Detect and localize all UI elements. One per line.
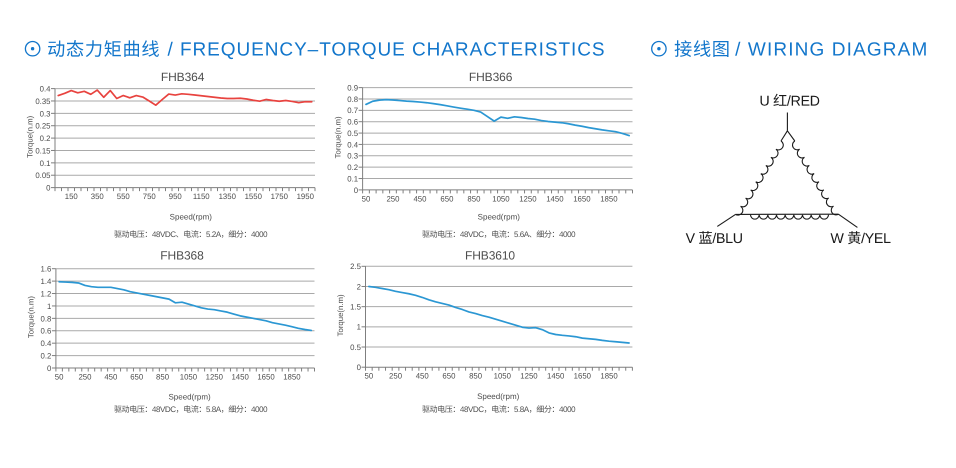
- svg-text:1850: 1850: [600, 372, 618, 381]
- svg-text:1650: 1650: [573, 194, 591, 203]
- svg-text:0.1: 0.1: [40, 159, 51, 168]
- svg-text:1050: 1050: [492, 194, 510, 203]
- svg-text:0.15: 0.15: [35, 146, 51, 155]
- svg-text:1.4: 1.4: [41, 277, 53, 286]
- svg-text:150: 150: [65, 192, 79, 201]
- svg-text:1650: 1650: [257, 373, 275, 382]
- svg-text:1350: 1350: [219, 192, 237, 201]
- svg-text:250: 250: [386, 194, 400, 203]
- svg-text:0.2: 0.2: [347, 163, 358, 172]
- svg-text:0: 0: [357, 363, 362, 372]
- svg-text:Torque(n.m): Torque(n.m): [333, 116, 342, 158]
- svg-text:650: 650: [440, 194, 454, 203]
- svg-text:Speed(rpm): Speed(rpm): [170, 213, 213, 222]
- svg-text:0: 0: [47, 364, 52, 373]
- svg-text:1450: 1450: [231, 373, 249, 382]
- svg-text:50: 50: [55, 373, 64, 382]
- svg-text:1: 1: [357, 323, 361, 332]
- svg-text:950: 950: [169, 192, 183, 201]
- svg-text:1150: 1150: [193, 192, 210, 201]
- svg-text:1050: 1050: [494, 372, 512, 381]
- svg-text:1050: 1050: [180, 373, 198, 382]
- svg-text:650: 650: [442, 372, 456, 381]
- svg-text:1450: 1450: [547, 372, 565, 381]
- svg-text:550: 550: [117, 192, 131, 201]
- svg-text:Speed(rpm): Speed(rpm): [478, 213, 521, 222]
- svg-text:1.6: 1.6: [41, 265, 52, 274]
- svg-text:0.8: 0.8: [41, 314, 52, 323]
- svg-text:1.2: 1.2: [41, 289, 52, 298]
- svg-text:850: 850: [467, 194, 481, 203]
- svg-text:450: 450: [416, 372, 430, 381]
- svg-text:0.3: 0.3: [40, 109, 51, 118]
- svg-text:Torque(n.m): Torque(n.m): [336, 294, 345, 336]
- svg-text:0.25: 0.25: [35, 122, 51, 131]
- svg-text:50: 50: [362, 194, 371, 203]
- svg-text:2: 2: [357, 282, 361, 291]
- svg-text:1250: 1250: [520, 372, 538, 381]
- svg-text:0: 0: [354, 186, 359, 195]
- svg-text:FHB364: FHB364: [161, 70, 205, 84]
- svg-text:250: 250: [78, 373, 92, 382]
- svg-text:350: 350: [91, 192, 105, 201]
- svg-text:Torque(n.m): Torque(n.m): [27, 296, 36, 338]
- svg-text:850: 850: [469, 372, 483, 381]
- svg-text:1: 1: [47, 302, 51, 311]
- svg-text:450: 450: [104, 373, 118, 382]
- svg-text:1950: 1950: [297, 192, 315, 201]
- svg-text:Torque(n.m): Torque(n.m): [26, 115, 35, 157]
- svg-text:0.6: 0.6: [41, 327, 52, 336]
- svg-text:750: 750: [143, 192, 157, 201]
- svg-text:FHB366: FHB366: [469, 70, 513, 84]
- svg-text:/ WIRING DIAGRAM: / WIRING DIAGRAM: [735, 40, 928, 61]
- svg-text:0: 0: [46, 184, 51, 193]
- svg-text:Speed(rpm): Speed(rpm): [168, 393, 211, 402]
- svg-text:450: 450: [413, 194, 427, 203]
- svg-text:0.5: 0.5: [350, 343, 362, 352]
- svg-text:0.1: 0.1: [347, 174, 358, 183]
- svg-text:1250: 1250: [206, 373, 224, 382]
- svg-text:0.4: 0.4: [40, 85, 52, 94]
- svg-text:0.2: 0.2: [40, 134, 51, 143]
- svg-text:1750: 1750: [271, 192, 289, 201]
- svg-text:650: 650: [130, 373, 144, 382]
- svg-text:0.5: 0.5: [347, 129, 359, 138]
- svg-text:0.8: 0.8: [347, 95, 358, 104]
- svg-text:Speed(rpm): Speed(rpm): [477, 392, 520, 401]
- svg-text:FHB368: FHB368: [160, 249, 204, 263]
- svg-text:850: 850: [156, 373, 170, 382]
- svg-text:1850: 1850: [283, 373, 301, 382]
- svg-text:1.5: 1.5: [350, 303, 362, 312]
- svg-text:1550: 1550: [245, 192, 263, 201]
- svg-text:1850: 1850: [600, 194, 618, 203]
- svg-text:1650: 1650: [574, 372, 592, 381]
- svg-text:/ FREQUENCY–TORQUE CHARACTERIS: / FREQUENCY–TORQUE CHARACTERISTICS: [168, 40, 606, 61]
- svg-text:250: 250: [389, 372, 403, 381]
- svg-text:FHB3610: FHB3610: [465, 249, 515, 263]
- svg-text:0.9: 0.9: [347, 84, 358, 93]
- svg-text:0.4: 0.4: [41, 339, 53, 348]
- svg-text:0.6: 0.6: [347, 118, 358, 127]
- svg-text:50: 50: [364, 372, 373, 381]
- svg-text:0.2: 0.2: [41, 351, 52, 360]
- svg-text:1250: 1250: [519, 194, 537, 203]
- svg-text:2.5: 2.5: [350, 262, 362, 271]
- svg-text:0.05: 0.05: [35, 171, 51, 180]
- svg-text:0.7: 0.7: [347, 106, 358, 115]
- svg-text:0.4: 0.4: [347, 140, 359, 149]
- svg-text:0.3: 0.3: [347, 152, 358, 161]
- svg-text:0.35: 0.35: [35, 97, 51, 106]
- svg-text:1450: 1450: [546, 194, 564, 203]
